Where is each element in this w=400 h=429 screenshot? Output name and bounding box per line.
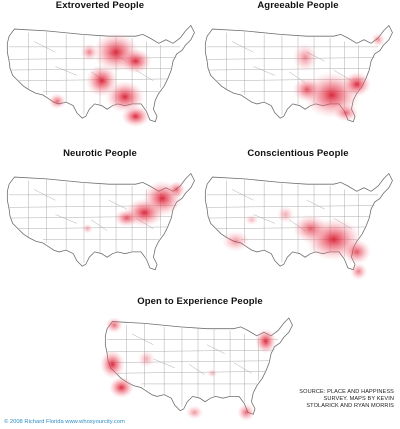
map-title: Agreeable People: [257, 0, 339, 11]
hotspots: [82, 180, 186, 235]
us-map-agreeable: [204, 25, 393, 123]
map-panel-extroverted: Extroverted People: [2, 0, 198, 140]
us-map-open-to-experience: [100, 317, 293, 422]
source-note: SOURCE: PLACE AND HAPPINESS SURVEY. MAPS…: [274, 389, 394, 410]
map-panel-agreeable: Agreeable People: [200, 0, 396, 140]
map-panel-conscientious: Conscientious People: [200, 148, 396, 288]
source-line: SURVEY. MAPS BY KEVIN: [323, 396, 394, 402]
us-map-conscientious: [204, 173, 393, 281]
hotspots: [100, 317, 277, 422]
hotspots: [292, 32, 386, 122]
hotspots: [221, 205, 372, 281]
map-title: Open to Experience People: [137, 296, 263, 307]
hotspots: [48, 32, 152, 128]
source-line: SOURCE: PLACE AND HAPPINESS: [299, 389, 394, 395]
map-panel-neurotic: Neurotic People: [2, 148, 198, 288]
source-line: STOLARICK AND RYAN MORRIS: [306, 403, 394, 409]
copyright-credit: © 2008 Richard Florida www.whosyourcity.…: [4, 419, 125, 425]
map-title: Extroverted People: [55, 0, 145, 11]
map-panel-open-to-experience: Open to Experience People: [100, 296, 300, 426]
us-map-neurotic: [6, 173, 195, 271]
map-title: Neurotic People: [63, 148, 137, 159]
map-title: Conscientious People: [247, 148, 349, 159]
us-map-extroverted: [6, 25, 195, 128]
